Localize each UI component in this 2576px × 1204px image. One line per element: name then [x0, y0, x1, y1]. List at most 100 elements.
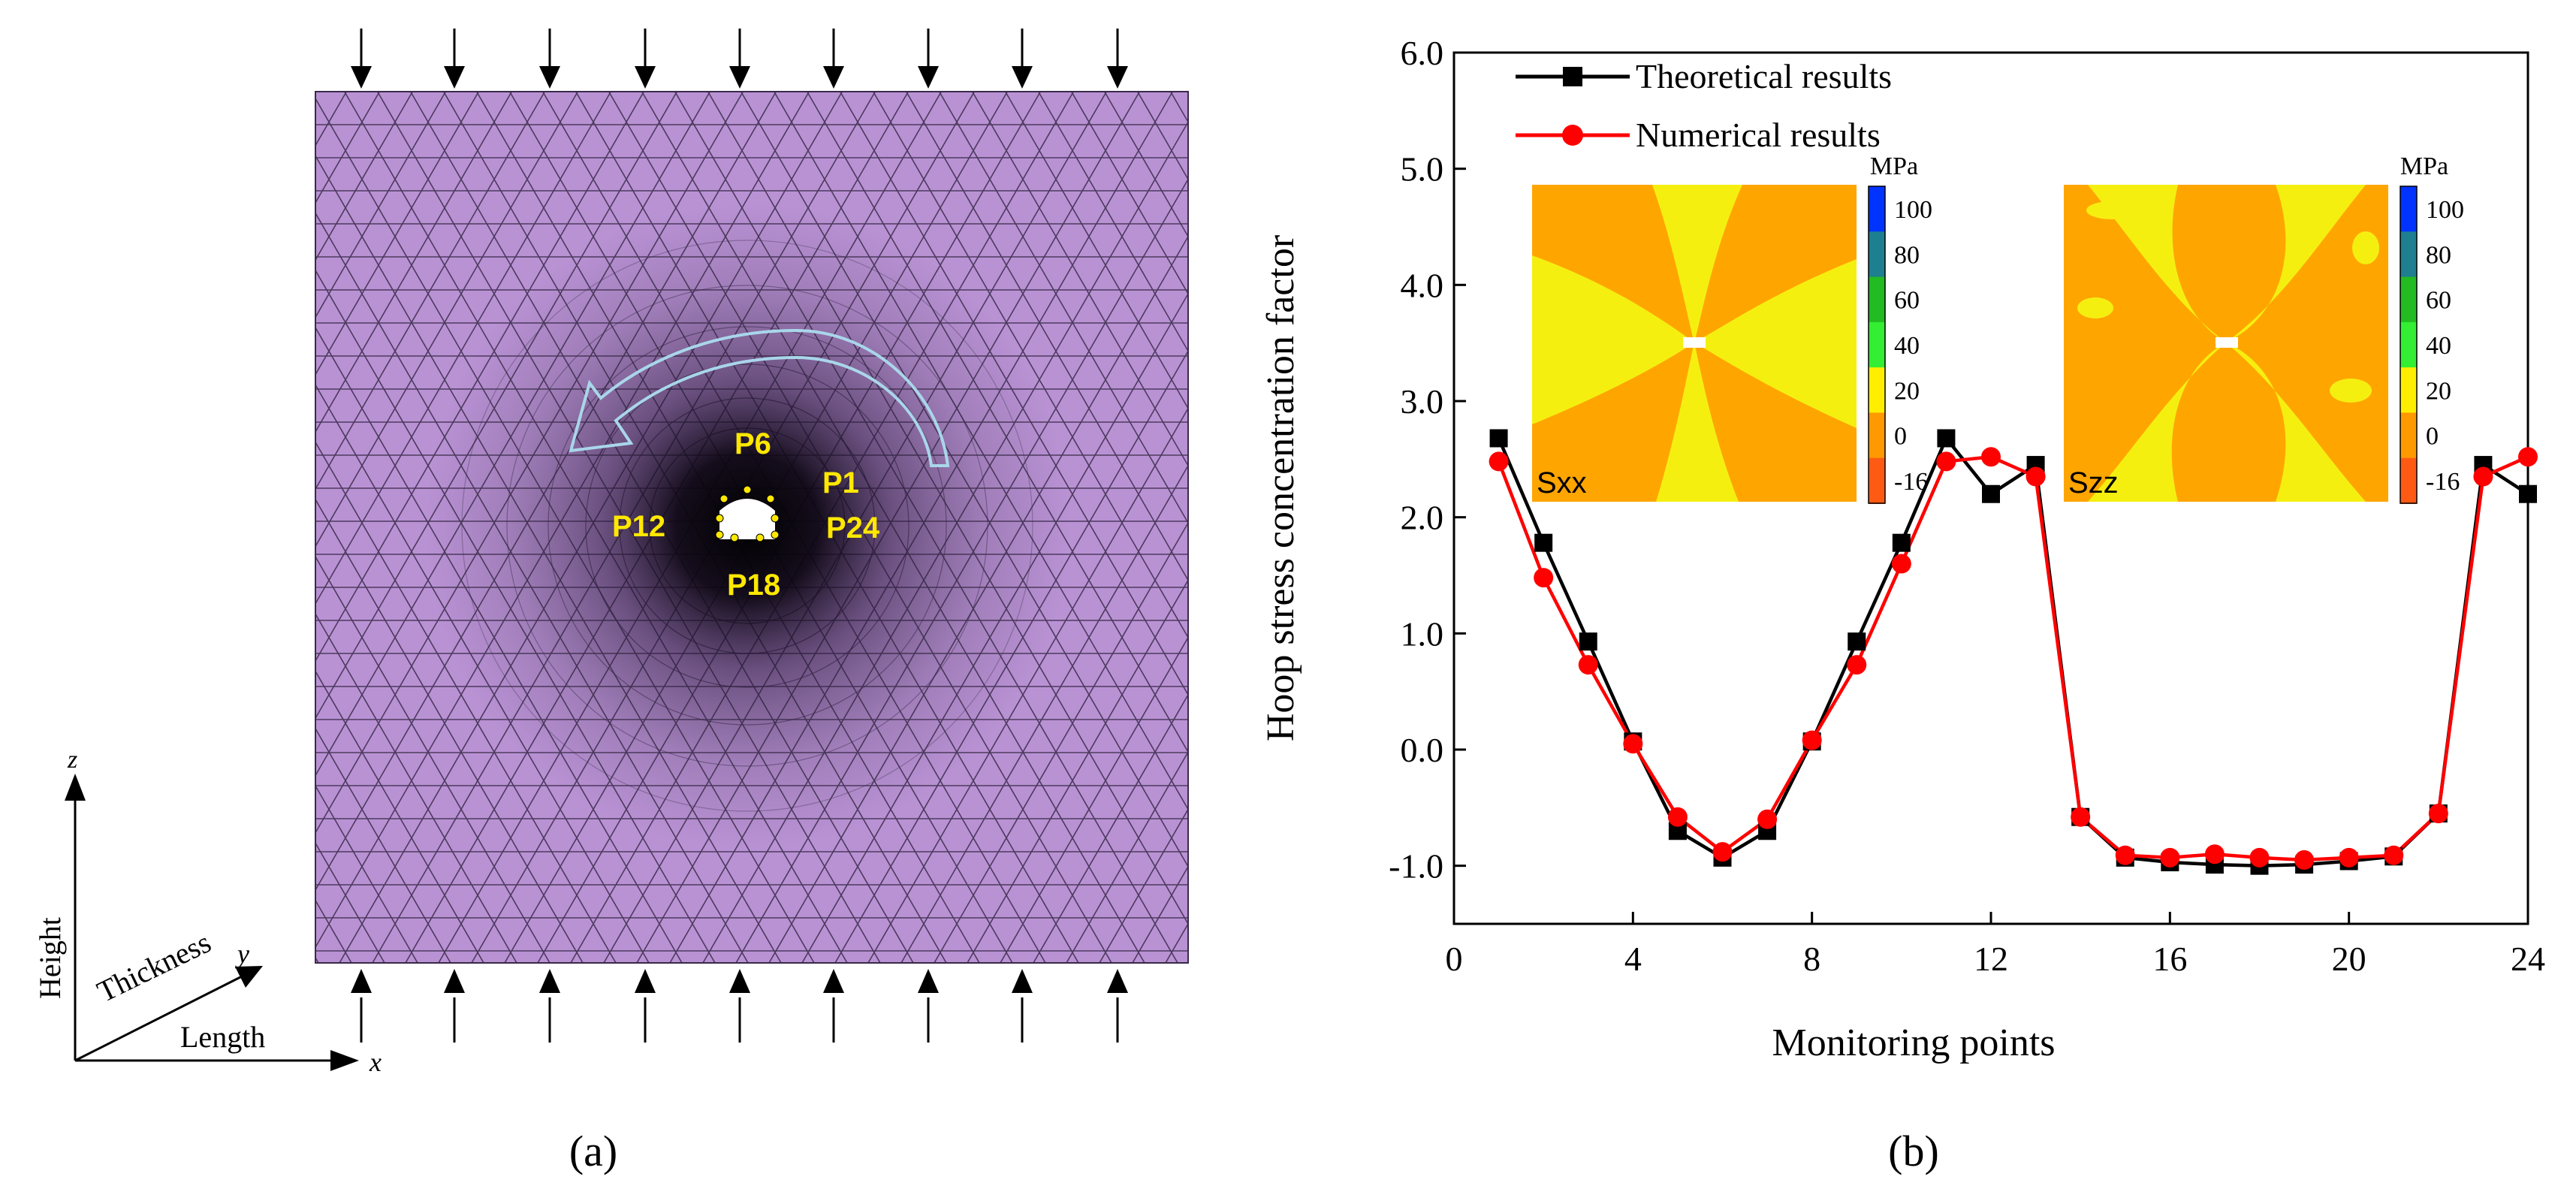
colorbar-tick-label: 0 — [1894, 423, 1907, 451]
arrow-down-icon — [918, 66, 939, 89]
colorbar-tick-label: 100 — [1894, 196, 1932, 224]
label-p6: P6 — [734, 427, 771, 460]
monitoring-point — [730, 533, 739, 542]
inset-szz-opening — [2216, 337, 2238, 348]
colorbar-segment — [1869, 367, 1885, 414]
numerical-point — [1891, 554, 1911, 574]
numerical-point — [1667, 807, 1688, 827]
numerical-point — [1578, 655, 1598, 675]
theoretical-point — [1982, 484, 2000, 503]
inset-szz-speckle — [2352, 231, 2379, 264]
z-axis-arrowhead-icon — [65, 774, 86, 801]
y-axis-label: y — [235, 939, 249, 969]
arrow-up-icon — [351, 969, 372, 993]
legend-marker-theoretical — [1563, 67, 1582, 86]
colorbar-segment — [1869, 457, 1885, 504]
rotation-arrow-outline — [569, 328, 950, 467]
legend-marker-numerical — [1562, 125, 1583, 146]
colorbar-tick-label: 40 — [2426, 332, 2451, 360]
inset-sxx-opening — [1683, 337, 1706, 348]
mesh-border — [315, 91, 1189, 964]
y-tick-label: 5.0 — [1401, 150, 1444, 189]
inset-sxx-left-lobe — [1532, 255, 1694, 424]
monitoring-point — [715, 530, 724, 539]
caption-b: (b) — [1888, 1127, 1939, 1175]
colorbar-tick-label: 100 — [2426, 196, 2464, 224]
arrow-down-icon — [635, 66, 656, 89]
colorbar-segment — [2400, 367, 2417, 414]
arrow-down-icon — [729, 66, 750, 89]
arrow-down-icon — [823, 66, 844, 89]
inset-szz-right-lobe — [2226, 185, 2366, 502]
numerical-point — [2428, 804, 2448, 824]
numerical-point — [2071, 807, 2091, 827]
colorbar-segment — [1869, 412, 1885, 459]
rotation-arrow-icon — [569, 328, 950, 467]
colorbar-sxx-unit: MPa — [1870, 152, 1918, 180]
monitoring-point — [771, 530, 780, 539]
colorbar-szz-unit: MPa — [2400, 152, 2448, 180]
colorbar-tick-label: 0 — [2426, 423, 2439, 451]
colorbar-tick-label: 60 — [1894, 287, 1920, 315]
monitoring-point — [756, 533, 765, 542]
arrow-up-icon — [539, 969, 560, 993]
colorbar-segment — [2400, 186, 2417, 233]
numerical-point — [2204, 844, 2225, 865]
theoretical-point — [1848, 632, 1866, 651]
coordinate-axes — [65, 774, 359, 1071]
theoretical-point — [1892, 533, 1911, 552]
monitoring-point — [715, 514, 724, 523]
z-axis-label: z — [67, 746, 77, 774]
numerical-point — [1936, 451, 1956, 472]
numerical-point — [1489, 451, 1509, 472]
colorbar-tick-label: 20 — [1894, 377, 1920, 405]
numerical-point — [1757, 809, 1778, 829]
colorbar-tick-label: 40 — [1894, 332, 1920, 360]
inset-sxx-top-lobe — [1652, 185, 1742, 342]
inset-szz-label: Szz — [2068, 466, 2119, 499]
series-line-numerical — [1497, 454, 2529, 862]
colorbar-szz: 100 80 60 40 20 0 -16 — [2400, 186, 2464, 504]
y-tick-label: 0.0 — [1401, 731, 1444, 769]
arrow-down-icon — [539, 66, 560, 89]
y-axis-arrowhead-icon — [235, 966, 263, 988]
legend: Theoretical results Numerical results — [1516, 57, 1892, 154]
inset-sxx-right-lobe — [1694, 259, 1857, 428]
x-tick-label: 12 — [1974, 940, 2008, 978]
colorbar-segment — [1869, 231, 1885, 278]
colorbar-segment — [2400, 457, 2417, 504]
monitoring-point — [766, 494, 775, 503]
numerical-point — [2294, 849, 2315, 870]
colorbar-tick-label: 80 — [2426, 241, 2451, 269]
numerical-point — [1623, 734, 1643, 754]
y-tick-label: 3.0 — [1401, 382, 1444, 421]
inset-szz-speckle — [2330, 379, 2372, 403]
monitoring-point — [719, 494, 728, 503]
colorbar-segment — [2400, 276, 2417, 323]
monitoring-point — [771, 514, 780, 523]
arrow-up-icon — [1107, 969, 1128, 993]
colorbar-segment — [1869, 321, 1885, 369]
numerical-point — [2026, 466, 2046, 487]
colorbar-tick-label: -16 — [1894, 468, 1928, 496]
theoretical-point — [1489, 429, 1508, 448]
inset-sxx: Sxx — [1532, 185, 1857, 502]
numerical-point — [2518, 447, 2538, 467]
tunnel-opening — [719, 499, 775, 539]
numerical-point — [2473, 466, 2493, 487]
arrow-down-icon — [1012, 66, 1033, 89]
colorbar-segment — [1869, 186, 1885, 233]
x-axis-arrowhead-icon — [330, 1050, 359, 1071]
load-arrows — [351, 29, 1128, 1043]
arrow-up-icon — [729, 969, 750, 993]
y-tick-label: 4.0 — [1401, 266, 1444, 304]
colorbar-frame — [2400, 186, 2418, 504]
legend-label-numerical: Numerical results — [1636, 116, 1881, 154]
inset-szz-left-lobe — [2088, 185, 2226, 502]
y-tick-label: -1.0 — [1389, 847, 1443, 886]
y-axis-title: Hoop stress concentration factor — [1259, 235, 1302, 741]
length-label: Length — [180, 1020, 265, 1054]
x-tick-label: 8 — [1803, 940, 1820, 978]
colorbar-tick-label: -16 — [2426, 468, 2460, 496]
theoretical-point — [1579, 632, 1597, 651]
